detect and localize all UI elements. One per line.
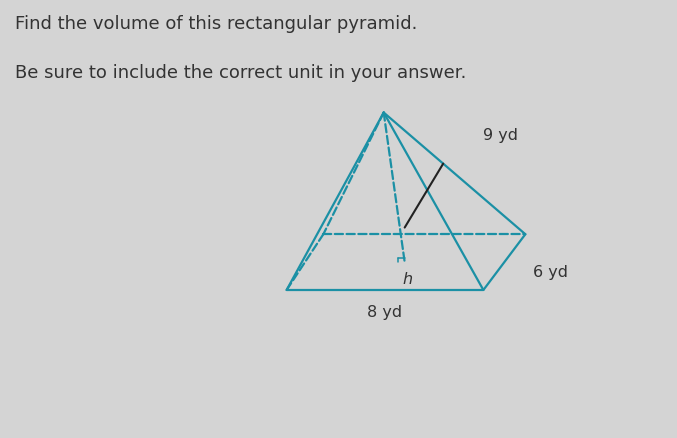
Text: 6 yd: 6 yd	[533, 264, 568, 279]
Text: Find the volume of this rectangular pyramid.: Find the volume of this rectangular pyra…	[15, 15, 417, 33]
Text: h: h	[402, 271, 412, 286]
Text: 9 yd: 9 yd	[483, 128, 519, 143]
Text: Be sure to include the correct unit in your answer.: Be sure to include the correct unit in y…	[15, 64, 466, 81]
Text: 8 yd: 8 yd	[367, 304, 402, 319]
